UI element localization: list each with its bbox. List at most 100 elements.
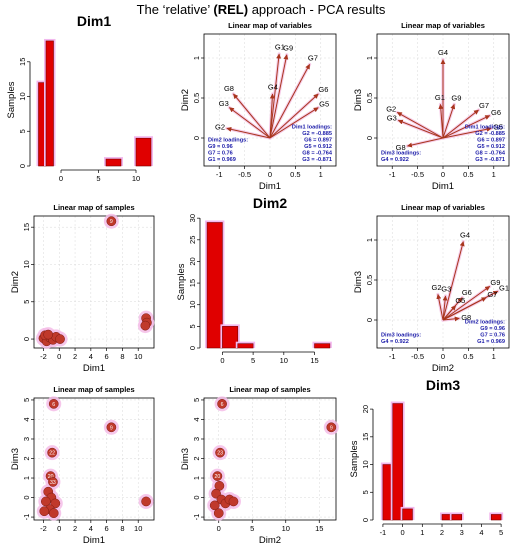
loading-value: G1 = 0.969 — [208, 157, 236, 163]
y-tick-label: 0 — [188, 346, 197, 350]
point-label: 9 — [330, 425, 333, 431]
vector-label: G1 — [275, 43, 285, 52]
x-tick-label: 10 — [282, 524, 290, 533]
variable-vector — [436, 293, 444, 321]
x-tick-label: -0.5 — [411, 352, 424, 361]
y-tick-label: 15 — [361, 433, 370, 441]
x-axis-label: Dim2 — [432, 363, 454, 374]
sample-point — [40, 496, 51, 507]
y-tick-label: 0 — [192, 495, 201, 499]
point-label: 33 — [50, 480, 56, 486]
sample-point — [217, 399, 227, 409]
y-axis-label: Dim2 — [10, 271, 21, 293]
sample-point — [140, 320, 151, 331]
sample-point — [39, 506, 50, 517]
chart-title: Dim1 — [77, 13, 111, 29]
figure-title-pre: The ‘relative’ — [136, 2, 214, 17]
variable-vector — [442, 305, 457, 321]
variable-vector — [226, 126, 271, 139]
histogram-bar — [392, 403, 403, 521]
histogram-bar — [105, 158, 122, 167]
vector-label: G3 — [387, 113, 397, 122]
plot-frame — [203, 397, 337, 521]
y-tick-label: 20 — [361, 405, 370, 413]
y-tick-label: 5 — [18, 129, 27, 133]
chart-p13: Linear map of variables -1 -0.5 0 0.5 1 0 0.5 1 D… — [353, 21, 510, 192]
vector-label: G9 — [490, 278, 500, 287]
x-tick-label: -1 — [216, 170, 223, 179]
x-axis-label: Dim1 — [83, 363, 105, 374]
variable-vector — [269, 63, 311, 139]
point-label: 9 — [110, 425, 113, 431]
loading-value: G8 = -0.764 — [302, 151, 333, 157]
histogram-bar — [222, 326, 239, 349]
variable-vector — [269, 107, 319, 139]
y-axis-label: Dim3 — [353, 271, 364, 293]
figure-title-post: approach - PCA results — [248, 2, 386, 17]
vector-label: G1 — [435, 93, 445, 102]
y-tick-label: 15 — [22, 223, 31, 231]
y-tick-label: 4 — [192, 417, 201, 421]
vector-label: G2 — [215, 122, 225, 131]
histogram-bar — [451, 514, 463, 521]
x-axis-label: Dim2 — [259, 535, 281, 546]
x-tick-label: -2 — [40, 524, 47, 533]
x-tick-label: 6 — [105, 524, 109, 533]
chart-p21: Linear map of samples -2 0 2 4 6 8 10 0 5 10 15 Dim1… — [10, 203, 155, 374]
y-tick-label: 1 — [192, 56, 201, 60]
y-tick-label: 10 — [22, 260, 31, 268]
chart-title: Dim2 — [253, 195, 287, 211]
x-tick-label: 0 — [441, 170, 445, 179]
y-tick-label: 5 — [192, 398, 201, 402]
loading-value: G7 = 0.76 — [480, 333, 505, 339]
y-tick-label: 10 — [18, 92, 27, 100]
chart-title: Linear map of samples — [229, 385, 310, 394]
variable-vector — [442, 103, 456, 139]
x-tick-label: 4 — [89, 524, 93, 533]
variable-vector — [396, 111, 444, 139]
loadings-title: Dim1 loadings: — [465, 125, 505, 131]
x-tick-label: -1 — [389, 352, 396, 361]
histogram-bar — [45, 40, 54, 167]
sample-point — [213, 508, 224, 519]
loading-value: G2 = -0.885 — [302, 131, 332, 137]
y-tick-label: 0.5 — [365, 275, 374, 285]
x-tick-label: 0.5 — [290, 170, 300, 179]
sample-point — [48, 477, 58, 487]
x-tick-label: 0 — [217, 524, 221, 533]
x-tick-label: 0 — [268, 170, 272, 179]
y-tick-label: 1 — [192, 476, 201, 480]
variable-vector — [442, 109, 479, 139]
loadings-title: Dim3 loadings: — [381, 333, 421, 339]
loadings-title: Dim2 loadings: — [465, 320, 505, 326]
y-tick-label: 4 — [22, 417, 31, 421]
loading-value: G7 = 0.76 — [208, 151, 233, 157]
vector-label: G3 — [441, 285, 451, 294]
x-tick-label: 10 — [134, 352, 142, 361]
chart-p33: Dim3 -1 0 1 2 3 4 5 0 5 10 15 20 Samples — [349, 377, 503, 537]
x-tick-label: 0 — [441, 352, 445, 361]
point-label: 22 — [49, 451, 55, 457]
point-label: 20 — [215, 474, 221, 480]
variable-vector — [233, 93, 271, 139]
x-tick-label: 2 — [73, 524, 77, 533]
x-tick-label: 0 — [57, 352, 61, 361]
histogram-bar — [402, 508, 413, 521]
point-label: 6 — [52, 402, 55, 408]
vector-label: G8 — [224, 84, 234, 93]
loadings-title: Dim3 loadings: — [381, 151, 421, 157]
y-axis-label: Dim2 — [180, 89, 191, 111]
y-axis-label: Samples — [349, 440, 360, 477]
variable-vector — [442, 285, 491, 321]
chart-title: Linear map of variables — [228, 21, 312, 30]
chart-title: Linear map of variables — [401, 203, 485, 212]
x-tick-label: 1 — [492, 170, 496, 179]
loading-value: G4 = 0.922 — [381, 339, 409, 345]
sample-point — [48, 399, 59, 409]
y-tick-label: 2 — [22, 456, 31, 460]
variable-vector — [442, 316, 460, 322]
loading-value: G3 = -0.871 — [475, 157, 505, 163]
y-tick-label: 0.5 — [365, 93, 374, 103]
vector-label: G5 — [493, 123, 503, 132]
